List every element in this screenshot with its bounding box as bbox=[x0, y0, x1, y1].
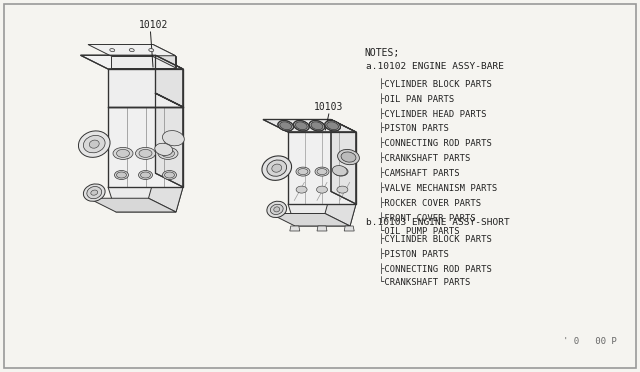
Ellipse shape bbox=[79, 131, 110, 157]
Ellipse shape bbox=[267, 201, 287, 218]
Ellipse shape bbox=[270, 204, 283, 215]
Polygon shape bbox=[270, 214, 350, 226]
Ellipse shape bbox=[267, 160, 287, 176]
Ellipse shape bbox=[141, 172, 150, 178]
Ellipse shape bbox=[136, 147, 156, 159]
Polygon shape bbox=[156, 93, 183, 187]
Polygon shape bbox=[325, 192, 356, 226]
Polygon shape bbox=[88, 198, 176, 212]
Polygon shape bbox=[148, 173, 183, 212]
Ellipse shape bbox=[83, 184, 105, 201]
Polygon shape bbox=[288, 132, 356, 204]
Text: ├CONNECTING ROD PARTS: ├CONNECTING ROD PARTS bbox=[379, 138, 492, 148]
Text: ├OIL PAN PARTS: ├OIL PAN PARTS bbox=[379, 93, 454, 104]
Ellipse shape bbox=[298, 169, 308, 174]
Ellipse shape bbox=[278, 121, 294, 131]
Ellipse shape bbox=[296, 167, 310, 176]
Ellipse shape bbox=[309, 121, 325, 131]
Ellipse shape bbox=[116, 150, 129, 157]
Ellipse shape bbox=[272, 164, 282, 172]
Ellipse shape bbox=[341, 152, 356, 162]
Ellipse shape bbox=[139, 150, 152, 157]
Ellipse shape bbox=[327, 122, 339, 130]
Text: NOTES;: NOTES; bbox=[365, 48, 400, 58]
Ellipse shape bbox=[262, 156, 292, 180]
Ellipse shape bbox=[337, 150, 360, 165]
Ellipse shape bbox=[274, 207, 280, 212]
Ellipse shape bbox=[161, 150, 175, 157]
Text: ├VALVE MECHANISM PARTS: ├VALVE MECHANISM PARTS bbox=[379, 182, 497, 193]
Polygon shape bbox=[331, 119, 356, 204]
Ellipse shape bbox=[158, 147, 178, 159]
Ellipse shape bbox=[337, 186, 348, 193]
Polygon shape bbox=[156, 55, 183, 107]
Ellipse shape bbox=[294, 121, 309, 131]
Text: ├CAMSHAFT PARTS: ├CAMSHAFT PARTS bbox=[379, 167, 460, 178]
Text: └OIL PUMP PARTS: └OIL PUMP PARTS bbox=[379, 227, 460, 236]
Ellipse shape bbox=[163, 131, 184, 146]
Ellipse shape bbox=[163, 170, 177, 180]
Polygon shape bbox=[288, 204, 356, 226]
Text: ├CYLINDER BLOCK PARTS: ├CYLINDER BLOCK PARTS bbox=[379, 78, 492, 89]
Polygon shape bbox=[317, 226, 327, 231]
Ellipse shape bbox=[336, 169, 346, 174]
Polygon shape bbox=[344, 226, 354, 231]
Text: ├FRONT COVER PARTS: ├FRONT COVER PARTS bbox=[379, 212, 476, 223]
Ellipse shape bbox=[148, 49, 154, 52]
Ellipse shape bbox=[90, 140, 99, 148]
Text: ├ROCKER COVER PARTS: ├ROCKER COVER PARTS bbox=[379, 197, 481, 208]
Ellipse shape bbox=[296, 122, 307, 130]
Ellipse shape bbox=[315, 167, 329, 176]
Text: ├PISTON PARTS: ├PISTON PARTS bbox=[379, 248, 449, 259]
Ellipse shape bbox=[155, 143, 173, 155]
Ellipse shape bbox=[87, 186, 102, 199]
Ellipse shape bbox=[83, 135, 105, 153]
Polygon shape bbox=[290, 226, 300, 231]
Ellipse shape bbox=[311, 122, 323, 130]
Ellipse shape bbox=[334, 167, 348, 176]
Text: ├PISTON PARTS: ├PISTON PARTS bbox=[379, 123, 449, 134]
Text: 10102: 10102 bbox=[139, 20, 168, 30]
Polygon shape bbox=[108, 187, 183, 212]
Polygon shape bbox=[111, 56, 175, 68]
Text: ├CYLINDER HEAD PARTS: ├CYLINDER HEAD PARTS bbox=[379, 108, 486, 119]
Text: b.10103 ENGINE ASSY-SHORT: b.10103 ENGINE ASSY-SHORT bbox=[366, 218, 510, 227]
Polygon shape bbox=[108, 107, 183, 187]
Ellipse shape bbox=[113, 147, 133, 159]
Text: ├CONNECTING ROD PARTS: ├CONNECTING ROD PARTS bbox=[379, 263, 492, 274]
Text: a.10102 ENGINE ASSY-BARE: a.10102 ENGINE ASSY-BARE bbox=[366, 62, 504, 71]
Ellipse shape bbox=[332, 166, 347, 176]
Polygon shape bbox=[88, 45, 175, 56]
Text: ├CYLINDER BLOCK PARTS: ├CYLINDER BLOCK PARTS bbox=[379, 233, 492, 244]
Ellipse shape bbox=[138, 170, 152, 180]
Text: ├CRANKSHAFT PARTS: ├CRANKSHAFT PARTS bbox=[379, 153, 470, 163]
Polygon shape bbox=[263, 119, 356, 132]
Polygon shape bbox=[81, 55, 183, 69]
Ellipse shape bbox=[91, 190, 98, 195]
Text: ' 0   00 P: ' 0 00 P bbox=[563, 337, 617, 346]
Ellipse shape bbox=[324, 121, 340, 131]
Ellipse shape bbox=[317, 186, 328, 193]
Ellipse shape bbox=[116, 172, 127, 178]
Text: └CRANKSHAFT PARTS: └CRANKSHAFT PARTS bbox=[379, 278, 470, 287]
Text: 10103: 10103 bbox=[314, 102, 344, 112]
Ellipse shape bbox=[110, 49, 115, 52]
Ellipse shape bbox=[129, 49, 134, 52]
Polygon shape bbox=[108, 69, 183, 107]
Ellipse shape bbox=[164, 172, 175, 178]
Ellipse shape bbox=[296, 186, 307, 193]
Ellipse shape bbox=[280, 122, 292, 130]
Ellipse shape bbox=[317, 169, 327, 174]
Ellipse shape bbox=[115, 170, 129, 180]
Polygon shape bbox=[153, 45, 175, 68]
